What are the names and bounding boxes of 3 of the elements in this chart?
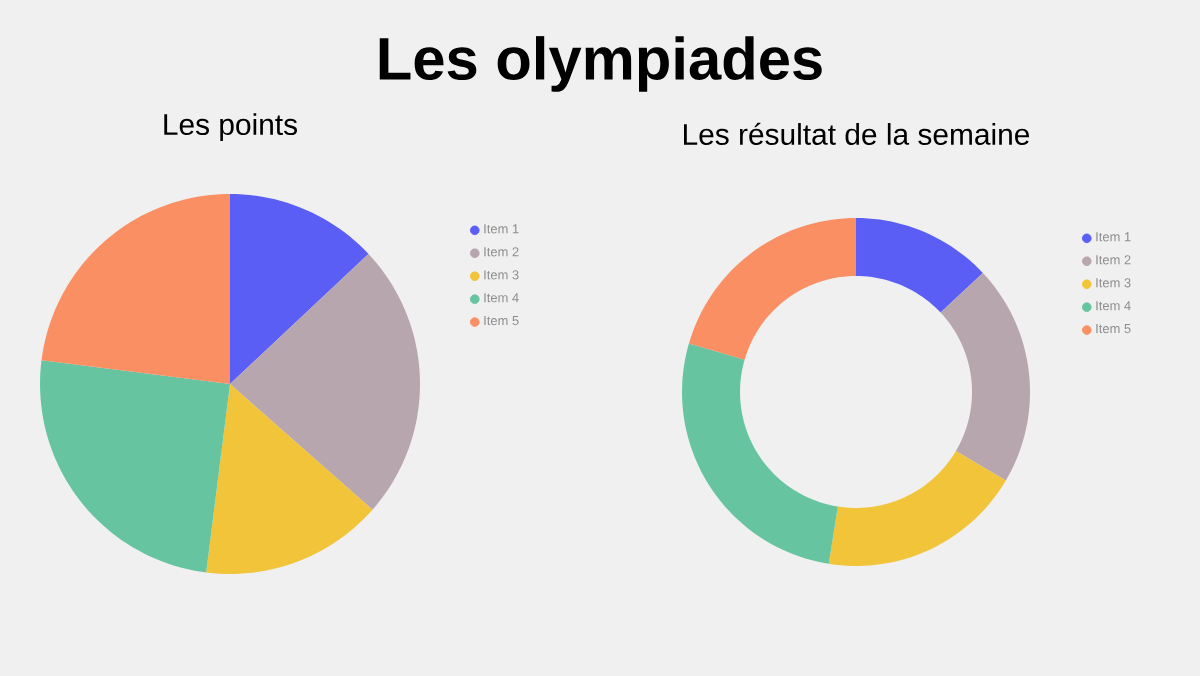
chart-title: Les points (164, 113, 297, 141)
chart-title: Les résultat de la semaine (684, 122, 1030, 145)
text: Les olympiades (379, 36, 822, 92)
